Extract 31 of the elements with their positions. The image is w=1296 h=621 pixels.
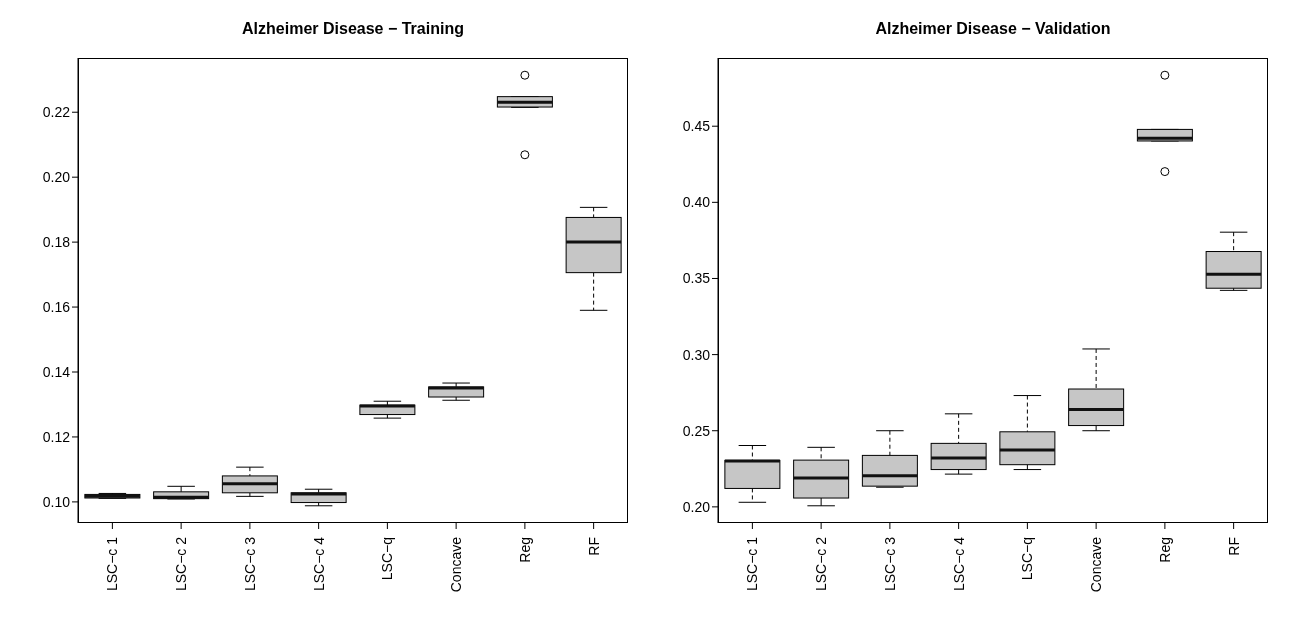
chart-title: Alzheimer Disease − Validation [874,20,1112,38]
x-tick-label: LSC−c 3 [881,536,898,592]
y-tick-label: 0.45 [682,118,711,135]
y-tick-label: 0.40 [682,194,711,211]
x-tick-label: RF [585,537,602,556]
x-tick-label: RF [1225,537,1242,556]
y-tick-label: 0.14 [42,363,71,380]
x-tick-label: LSC−c 1 [104,536,121,592]
y-tick-label: 0.10 [42,493,71,510]
x-tick-label: Concave [1088,536,1105,593]
y-tick-label: 0.35 [682,270,711,287]
x-tick-label: Reg [516,537,533,563]
x-tick-label: LSC−c 4 [950,536,967,592]
x-tick-label: LSC−c 1 [744,536,761,592]
x-tick-label: Concave [448,536,465,593]
chart-title: Alzheimer Disease − Training [241,20,465,38]
y-tick-label: 0.16 [42,299,71,316]
x-tick-label: LSC−q [379,537,396,581]
y-tick-label: 0.20 [682,498,711,515]
y-tick-label: 0.12 [42,428,71,445]
x-tick-label: LSC−c 2 [813,536,830,592]
x-tick-label: LSC−q [1019,537,1036,581]
x-tick-label: LSC−c 4 [310,536,327,592]
y-tick-label: 0.20 [42,169,71,186]
x-tick-label: LSC−c 2 [173,536,190,592]
y-tick-label: 0.30 [682,346,711,363]
x-tick-label: LSC−c 3 [241,536,258,592]
y-tick-label: 0.22 [42,104,71,121]
x-tick-label: Reg [1156,537,1173,563]
y-tick-label: 0.25 [682,422,711,439]
y-tick-label: 0.18 [42,234,71,251]
